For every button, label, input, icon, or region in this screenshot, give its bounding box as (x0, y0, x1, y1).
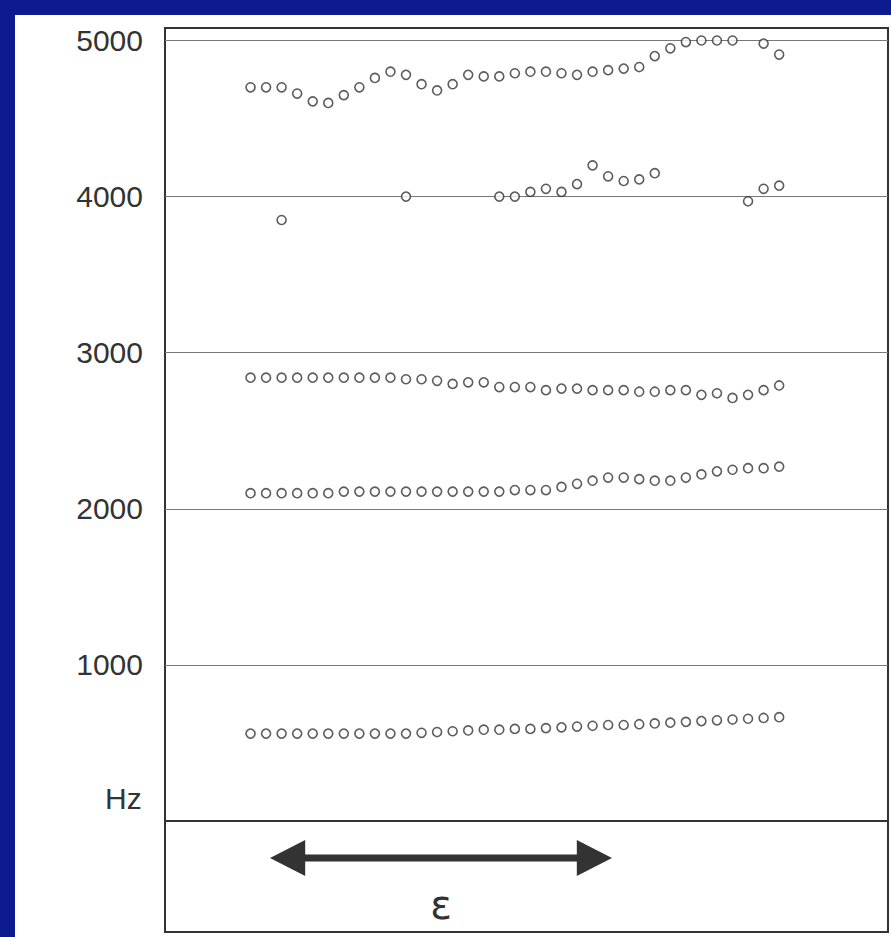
svg-text:1000: 1000 (76, 648, 143, 681)
svg-text:ɛ: ɛ (430, 882, 452, 928)
svg-text:4000: 4000 (76, 180, 143, 213)
svg-text:5000: 5000 (76, 24, 143, 57)
svg-text:3000: 3000 (76, 336, 143, 369)
svg-text:Hz: Hz (105, 782, 142, 815)
svg-text:2000: 2000 (76, 492, 143, 525)
